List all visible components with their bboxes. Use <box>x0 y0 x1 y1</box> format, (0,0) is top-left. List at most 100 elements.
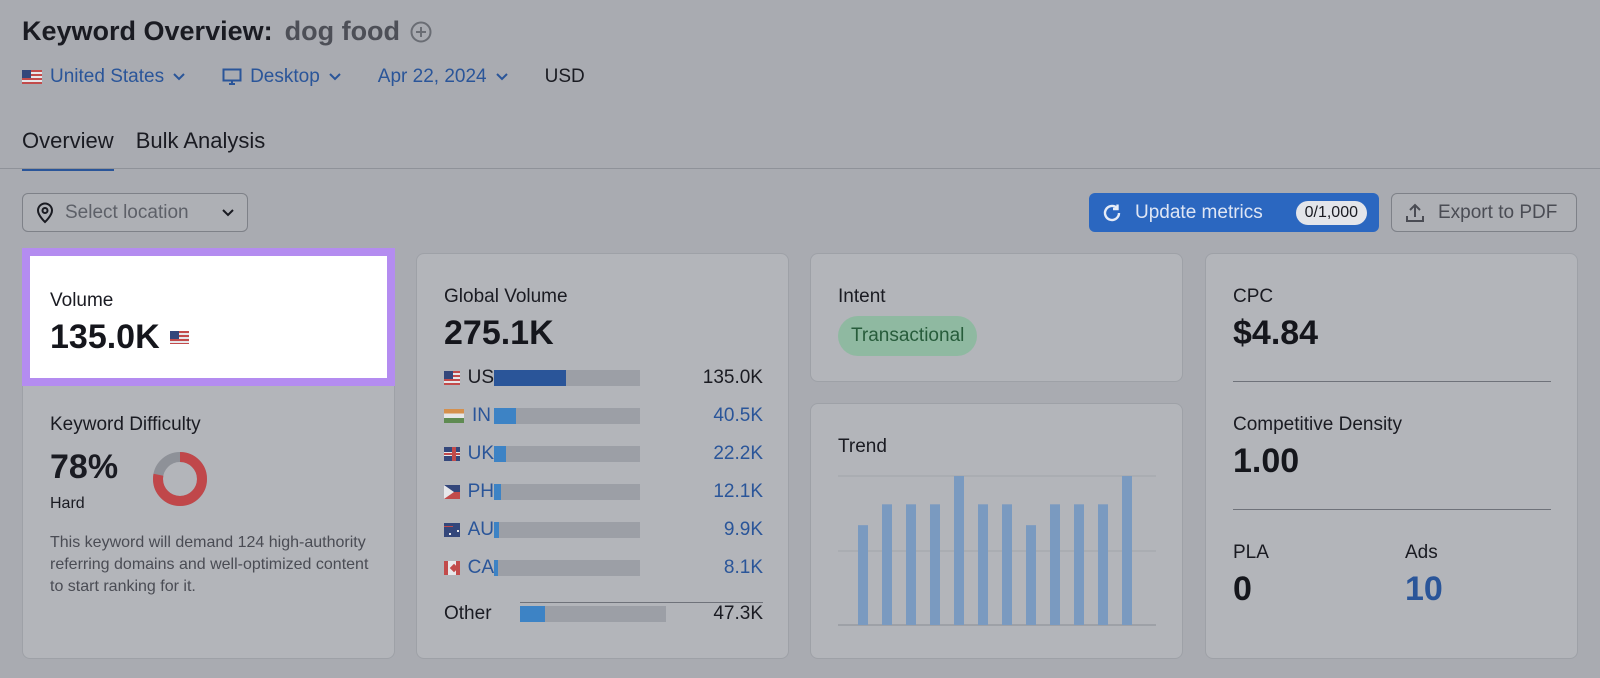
update-metrics-label: Update metrics <box>1135 201 1263 223</box>
ads-label: Ads <box>1405 542 1438 563</box>
trend-bar[interactable] <box>930 504 940 625</box>
desktop-icon <box>222 68 242 85</box>
chevron-down-icon <box>495 73 508 81</box>
export-pdf-button[interactable]: Export to PDF <box>1391 193 1577 232</box>
divider <box>1233 509 1551 510</box>
trend-bar[interactable] <box>954 476 964 625</box>
country-code: AU <box>467 519 494 540</box>
pla-value: 0 <box>1233 570 1252 608</box>
volume-value-row: 135.0K <box>50 318 189 357</box>
country-bar-fill <box>494 560 499 576</box>
country-row-ca[interactable]: CA 8.1K <box>444 556 763 580</box>
country-row-other: Other 47.3K <box>444 602 763 626</box>
country-bar <box>494 446 640 462</box>
keyword-difficulty-level: Hard <box>50 495 85 512</box>
uk-flag-icon <box>444 447 460 461</box>
us-flag-icon <box>444 371 460 385</box>
keyword-difficulty-description: This keyword will demand 124 high-author… <box>50 534 369 595</box>
country-row-uk[interactable]: UK 22.2K <box>444 442 763 466</box>
trend-bar[interactable] <box>882 504 892 625</box>
add-circle-icon[interactable] <box>409 20 433 44</box>
chevron-down-icon <box>222 208 234 216</box>
ads-value[interactable]: 10 <box>1405 570 1443 608</box>
update-metrics-button[interactable]: Update metrics 0/1,000 <box>1089 193 1379 232</box>
tab-overview[interactable]: Overview <box>22 128 114 171</box>
keyword-difficulty-card: Keyword Difficulty 78% Hard This keyword… <box>22 386 395 659</box>
country-value[interactable]: 9.9K <box>723 519 763 540</box>
keyword-difficulty-value: 78% <box>50 448 119 486</box>
update-metrics-badge: 0/1,000 <box>1295 200 1367 225</box>
country-code: PH <box>467 481 494 502</box>
trend-bar[interactable] <box>1026 525 1036 625</box>
country-value[interactable]: 8.1K <box>723 557 763 578</box>
trend-bar[interactable] <box>1074 504 1084 625</box>
tab-bulk-analysis[interactable]: Bulk Analysis <box>135 128 266 153</box>
keyword-text: dog food <box>284 16 401 46</box>
country-bar <box>520 606 666 622</box>
cpc-card: CPC $4.84 Competitive Density 1.00 PLA 0… <box>1205 253 1578 659</box>
country-value[interactable]: 40.5K <box>713 405 763 426</box>
competitive-density-value: 1.00 <box>1233 442 1300 480</box>
trend-bar[interactable] <box>1050 504 1060 625</box>
canada-flag-icon <box>444 561 460 575</box>
country-code: IN <box>472 405 491 426</box>
global-volume-label: Global Volume <box>444 286 568 307</box>
country-dropdown[interactable]: United States <box>22 66 186 88</box>
us-flag-icon <box>169 331 189 344</box>
country-bar <box>494 408 640 424</box>
volume-label: Volume <box>50 290 114 311</box>
chevron-down-icon <box>329 73 341 81</box>
trend-bar[interactable] <box>906 504 916 625</box>
country-row-ph[interactable]: PH 12.1K <box>444 480 763 504</box>
pla-label: PLA <box>1233 542 1269 563</box>
country-row-in[interactable]: IN 40.5K <box>444 404 763 428</box>
date-dropdown[interactable]: Apr 22, 2024 <box>378 66 509 88</box>
country-bar-fill <box>494 484 501 500</box>
device-dropdown[interactable]: Desktop <box>222 66 342 88</box>
country-value: 47.3K <box>713 603 763 624</box>
philippines-flag-icon <box>444 485 460 499</box>
competitive-density-label: Competitive Density <box>1233 414 1402 435</box>
country-label: United States <box>50 66 165 87</box>
refresh-icon <box>1103 204 1121 221</box>
location-placeholder: Select location <box>65 201 189 223</box>
country-value[interactable]: 12.1K <box>713 481 763 502</box>
tab-bar: Overview Bulk Analysis <box>22 128 287 171</box>
us-flag-icon <box>22 70 42 84</box>
country-bar-fill <box>520 606 545 622</box>
export-pdf-label: Export to PDF <box>1438 201 1558 223</box>
country-row-us: US 135.0K <box>444 366 763 390</box>
country-bar <box>494 560 640 576</box>
trend-card: Trend <box>810 403 1183 659</box>
volume-value: 135.0K <box>50 318 160 356</box>
india-flag-icon <box>444 409 464 423</box>
location-pin-icon <box>36 202 54 223</box>
australia-flag-icon <box>444 523 460 537</box>
country-value[interactable]: 22.2K <box>713 443 763 464</box>
chevron-down-icon <box>173 73 185 81</box>
country-bar <box>494 484 640 500</box>
trend-bar[interactable] <box>978 504 988 625</box>
currency-label: USD <box>544 66 585 87</box>
trend-bar[interactable] <box>1002 504 1012 625</box>
page-title: Keyword Overview: dog food <box>22 16 433 47</box>
country-value: 135.0K <box>702 367 763 388</box>
global-volume-card: Global Volume 275.1K US 135.0K IN 40.5K … <box>416 253 789 659</box>
country-bar-fill <box>494 522 500 538</box>
trend-bar[interactable] <box>1122 476 1132 625</box>
tab-divider <box>0 168 1600 169</box>
country-bar <box>494 370 640 386</box>
trend-bar[interactable] <box>858 525 868 625</box>
cpc-value: $4.84 <box>1233 314 1319 352</box>
volume-card: Volume 135.0K <box>22 248 395 386</box>
location-select[interactable]: Select location <box>22 193 248 232</box>
country-row-au[interactable]: AU 9.9K <box>444 518 763 542</box>
country-bar <box>494 522 640 538</box>
trend-bar[interactable] <box>1098 504 1108 625</box>
country-code: CA <box>467 557 494 578</box>
upload-icon <box>1406 203 1424 222</box>
difficulty-donut <box>153 452 207 506</box>
keyword-difficulty-label: Keyword Difficulty <box>50 414 201 435</box>
filters-bar: United States Desktop Apr 22, 2024 USD <box>22 66 585 88</box>
divider <box>520 602 763 603</box>
